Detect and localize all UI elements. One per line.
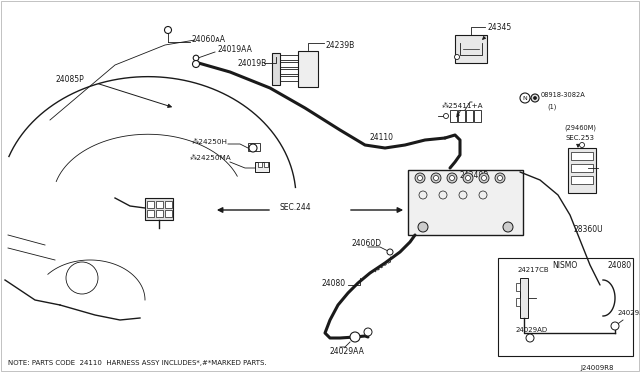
Circle shape bbox=[479, 173, 489, 183]
Bar bbox=[520, 278, 528, 318]
Circle shape bbox=[431, 173, 441, 183]
Circle shape bbox=[526, 334, 534, 342]
Text: 24239B: 24239B bbox=[326, 41, 355, 49]
Bar bbox=[165, 201, 172, 208]
Bar bbox=[156, 201, 163, 208]
Circle shape bbox=[454, 55, 460, 60]
Circle shape bbox=[164, 26, 172, 33]
Text: 24080: 24080 bbox=[608, 262, 632, 270]
Text: 24110: 24110 bbox=[370, 134, 394, 142]
Bar bbox=[280, 55, 298, 60]
Circle shape bbox=[463, 173, 473, 183]
Bar bbox=[571, 152, 593, 160]
Text: SEC.244: SEC.244 bbox=[280, 202, 312, 212]
Circle shape bbox=[193, 61, 200, 67]
Circle shape bbox=[481, 176, 486, 180]
Bar bbox=[280, 62, 298, 67]
Bar bbox=[280, 76, 298, 81]
Bar bbox=[474, 110, 481, 122]
Text: SEC.253: SEC.253 bbox=[566, 135, 595, 141]
Text: (1): (1) bbox=[547, 104, 556, 110]
Text: NOTE: PARTS CODE  24110  HARNESS ASSY INCLUDES*,#*MARKED PARTS.: NOTE: PARTS CODE 24110 HARNESS ASSY INCL… bbox=[8, 360, 267, 366]
Text: 24029AE: 24029AE bbox=[618, 310, 640, 316]
Bar bbox=[516, 283, 520, 291]
Text: (29460M): (29460M) bbox=[564, 125, 596, 131]
Circle shape bbox=[444, 113, 449, 119]
Text: 24060ᴀA: 24060ᴀA bbox=[192, 35, 226, 45]
Text: 24060D: 24060D bbox=[352, 240, 382, 248]
Circle shape bbox=[579, 142, 584, 148]
Circle shape bbox=[418, 222, 428, 232]
Bar bbox=[145, 198, 173, 220]
Bar bbox=[516, 298, 520, 306]
Text: N: N bbox=[523, 96, 527, 100]
Circle shape bbox=[503, 222, 513, 232]
Circle shape bbox=[611, 322, 619, 330]
Text: 24019B: 24019B bbox=[237, 58, 266, 67]
Circle shape bbox=[495, 173, 505, 183]
Circle shape bbox=[387, 249, 393, 255]
Text: 28360U: 28360U bbox=[574, 225, 604, 234]
Circle shape bbox=[193, 55, 199, 61]
Bar bbox=[450, 110, 457, 122]
Bar bbox=[248, 143, 260, 151]
Text: 24029AA: 24029AA bbox=[330, 347, 365, 356]
Text: 24340P: 24340P bbox=[460, 170, 489, 180]
Bar bbox=[408, 170, 523, 235]
Bar bbox=[466, 110, 473, 122]
Text: ⁂25411+A: ⁂25411+A bbox=[442, 103, 484, 109]
Bar bbox=[272, 53, 280, 85]
Bar bbox=[255, 162, 269, 172]
Circle shape bbox=[447, 173, 457, 183]
Circle shape bbox=[433, 176, 438, 180]
Text: 24345: 24345 bbox=[487, 22, 511, 32]
Bar bbox=[165, 210, 172, 217]
Bar bbox=[280, 69, 298, 74]
Text: ⁂24250H: ⁂24250H bbox=[192, 139, 228, 145]
Bar bbox=[147, 210, 154, 217]
Text: 24019AA: 24019AA bbox=[218, 45, 253, 55]
Circle shape bbox=[364, 328, 372, 336]
Circle shape bbox=[449, 176, 454, 180]
Text: NISMO: NISMO bbox=[552, 262, 578, 270]
Circle shape bbox=[415, 173, 425, 183]
Text: ⁂24250MA: ⁂24250MA bbox=[190, 155, 232, 161]
Bar bbox=[455, 35, 487, 63]
Bar bbox=[298, 51, 318, 87]
Bar bbox=[568, 148, 596, 193]
Circle shape bbox=[531, 94, 539, 102]
Circle shape bbox=[417, 176, 422, 180]
Circle shape bbox=[350, 332, 360, 342]
Circle shape bbox=[497, 176, 502, 180]
Bar bbox=[258, 162, 262, 167]
Circle shape bbox=[465, 176, 470, 180]
Text: J24009R8: J24009R8 bbox=[580, 365, 614, 371]
Text: 24217CB: 24217CB bbox=[518, 267, 550, 273]
Text: 08918-3082A: 08918-3082A bbox=[541, 92, 586, 98]
Bar bbox=[458, 110, 465, 122]
Bar bbox=[264, 162, 268, 167]
Circle shape bbox=[249, 144, 257, 152]
Text: 24080: 24080 bbox=[322, 279, 346, 288]
Bar bbox=[571, 176, 593, 184]
Bar bbox=[498, 258, 633, 356]
Bar bbox=[147, 201, 154, 208]
Circle shape bbox=[534, 96, 536, 99]
Text: 24029AD: 24029AD bbox=[516, 327, 548, 333]
Text: 24085P: 24085P bbox=[55, 76, 84, 84]
Bar bbox=[156, 210, 163, 217]
Bar bbox=[571, 164, 593, 172]
